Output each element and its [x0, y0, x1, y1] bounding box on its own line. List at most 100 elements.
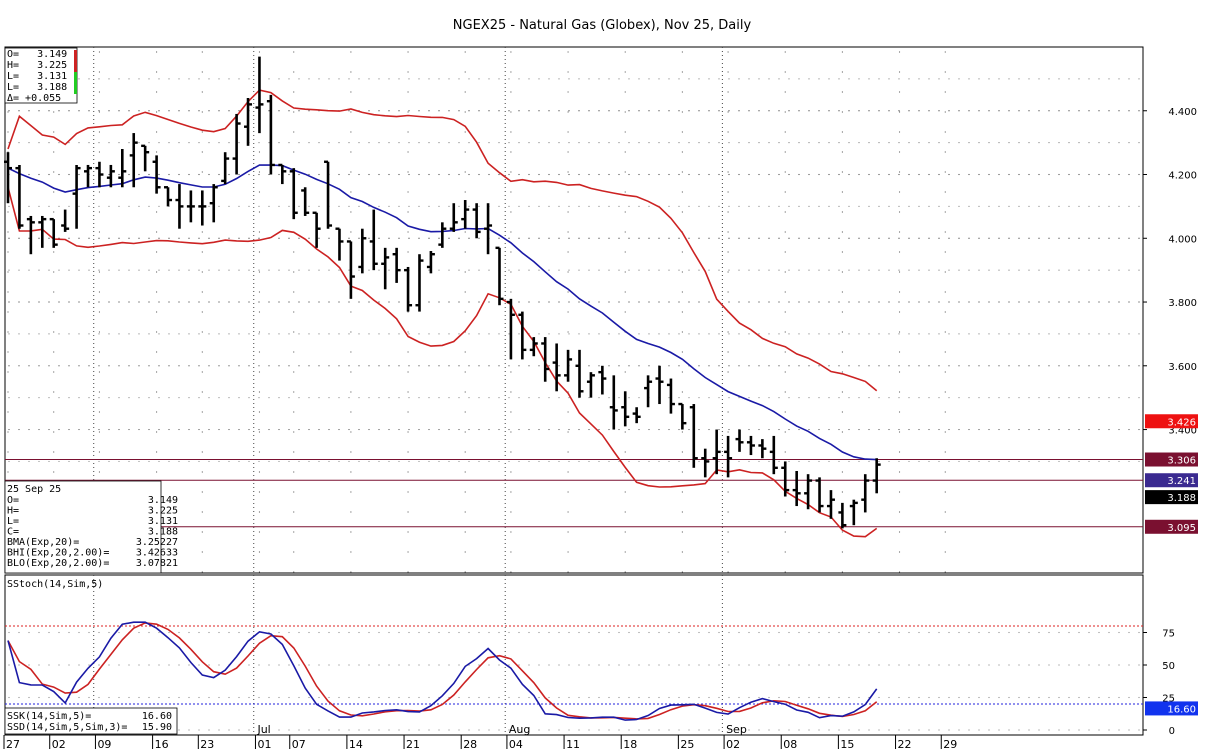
grid-dot	[778, 428, 780, 431]
grid-dot	[828, 173, 830, 176]
grid-dot	[738, 110, 740, 112]
bma-line	[7, 164, 877, 461]
grid-dot	[298, 428, 300, 431]
grid-dot	[418, 460, 420, 463]
grid-dot	[988, 173, 990, 176]
grid-dot	[18, 696, 20, 699]
grid-dot	[218, 205, 220, 207]
grid-dot	[448, 365, 450, 367]
grid-dot	[1028, 142, 1030, 144]
grid-dot	[758, 78, 760, 80]
grid-dot	[498, 237, 500, 239]
grid-dot	[568, 142, 570, 144]
grid-dot	[28, 301, 30, 303]
grid-dot	[208, 269, 210, 271]
top-ohlc-line: O= 3.149	[7, 49, 67, 60]
grid-dot	[468, 237, 470, 239]
grid-dot	[768, 110, 770, 112]
grid-dot	[201, 231, 203, 233]
grid-dot	[768, 333, 770, 335]
grid-dot	[988, 397, 990, 399]
grid-dot	[468, 460, 470, 463]
grid-dot	[350, 71, 352, 73]
grid-dot	[68, 205, 70, 207]
grid-dot	[988, 142, 990, 144]
grid-dot	[388, 269, 390, 271]
grid-dot	[358, 237, 360, 239]
grid-dot	[148, 237, 150, 239]
grid-dot	[1118, 631, 1120, 634]
ohlc-bar	[804, 474, 813, 510]
grid-dot	[748, 631, 750, 634]
grid-dot	[478, 269, 480, 271]
grid-dot	[448, 428, 450, 431]
grid-dot	[1008, 631, 1010, 634]
grid-dot	[288, 110, 290, 112]
grid-dot	[268, 269, 270, 271]
grid-dot	[8, 269, 10, 271]
grid-dot	[1088, 110, 1090, 112]
grid-dot	[888, 173, 890, 176]
grid-dot	[688, 301, 690, 303]
grid-dot	[538, 301, 540, 303]
grid-dot	[278, 729, 280, 731]
grid-dot	[568, 269, 570, 271]
grid-dot	[168, 78, 170, 80]
grid-dot	[368, 729, 370, 731]
grid-dot	[998, 142, 1000, 144]
grid-dot	[328, 269, 330, 271]
grid-dot	[1038, 205, 1040, 207]
grid-dot	[348, 237, 350, 239]
grid-dot	[784, 51, 786, 53]
grid-dot	[138, 173, 140, 176]
grid-dot	[228, 173, 230, 176]
grid-dot	[158, 205, 160, 207]
grid-dot	[727, 351, 729, 353]
grid-dot	[938, 110, 940, 112]
grid-dot	[78, 301, 80, 303]
grid-dot	[488, 428, 490, 431]
ohlc-bar	[484, 203, 493, 255]
grid-dot	[108, 397, 110, 399]
grid-dot	[128, 269, 130, 271]
grid-dot	[784, 511, 786, 513]
grid-dot	[158, 428, 160, 431]
grid-dot	[888, 301, 890, 303]
grid-dot	[201, 491, 203, 493]
ohlc-bar	[221, 152, 230, 185]
grid-dot	[155, 211, 158, 213]
grid-dot	[378, 365, 380, 367]
upper-band-line	[7, 89, 878, 392]
grid-dot	[48, 333, 50, 335]
grid-dot	[48, 237, 50, 239]
grid-dot	[698, 664, 700, 666]
grid-dot	[624, 271, 626, 273]
grid-dot	[498, 78, 500, 80]
grid-dot	[718, 110, 720, 112]
grid-dot	[350, 311, 352, 313]
grid-dot	[408, 237, 410, 239]
grid-dot	[478, 428, 480, 431]
grid-dot	[968, 729, 970, 731]
grid-dot	[418, 142, 420, 144]
grid-dot	[624, 251, 626, 253]
grid-dot	[168, 173, 170, 176]
grid-dot	[681, 311, 683, 313]
grid-dot	[798, 397, 800, 399]
grid-dot	[218, 460, 220, 463]
grid-dot	[648, 173, 650, 176]
grid-dot	[727, 91, 729, 93]
grid-dot	[98, 411, 101, 413]
ohlc-bar	[666, 378, 675, 414]
grid-dot	[98, 397, 100, 399]
grid-dot	[998, 237, 1000, 239]
bollinger-bands	[7, 89, 878, 538]
grid-dot	[944, 51, 946, 53]
grid-dot	[1098, 237, 1100, 239]
grid-dot	[248, 237, 250, 239]
grid-dot	[978, 173, 980, 176]
grid-dot	[118, 237, 120, 239]
grid-dot	[308, 110, 310, 112]
grid-dot	[7, 311, 9, 313]
grid-dot	[548, 696, 550, 699]
